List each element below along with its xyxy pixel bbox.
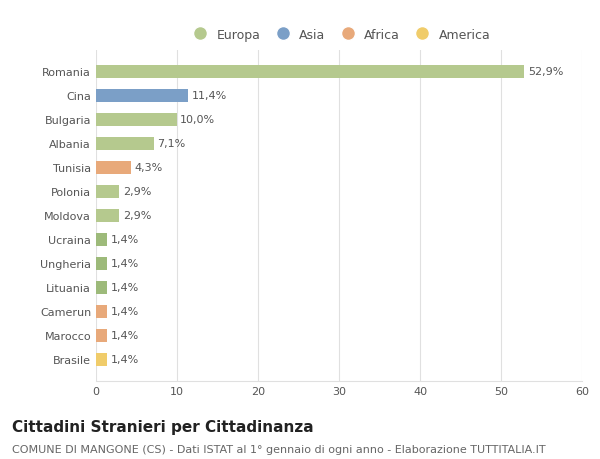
Bar bbox=[96, 305, 107, 318]
Text: 1,4%: 1,4% bbox=[110, 307, 139, 316]
Bar bbox=[96, 90, 188, 103]
Bar bbox=[96, 161, 131, 174]
Text: 10,0%: 10,0% bbox=[180, 115, 215, 125]
Bar bbox=[96, 209, 119, 222]
Bar bbox=[96, 281, 107, 294]
Text: 7,1%: 7,1% bbox=[157, 139, 185, 149]
Text: 1,4%: 1,4% bbox=[110, 258, 139, 269]
Bar bbox=[96, 185, 119, 198]
Text: 1,4%: 1,4% bbox=[110, 283, 139, 292]
Text: 4,3%: 4,3% bbox=[134, 163, 163, 173]
Bar bbox=[96, 233, 107, 246]
Legend: Europa, Asia, Africa, America: Europa, Asia, Africa, America bbox=[182, 24, 496, 47]
Text: 11,4%: 11,4% bbox=[191, 91, 227, 101]
Text: 1,4%: 1,4% bbox=[110, 330, 139, 341]
Bar bbox=[96, 66, 524, 78]
Text: 2,9%: 2,9% bbox=[123, 211, 151, 221]
Text: 2,9%: 2,9% bbox=[123, 187, 151, 197]
Bar bbox=[96, 353, 107, 366]
Bar bbox=[96, 113, 177, 127]
Text: Cittadini Stranieri per Cittadinanza: Cittadini Stranieri per Cittadinanza bbox=[12, 419, 314, 434]
Text: 1,4%: 1,4% bbox=[110, 354, 139, 364]
Text: COMUNE DI MANGONE (CS) - Dati ISTAT al 1° gennaio di ogni anno - Elaborazione TU: COMUNE DI MANGONE (CS) - Dati ISTAT al 1… bbox=[12, 444, 545, 454]
Text: 1,4%: 1,4% bbox=[110, 235, 139, 245]
Bar bbox=[96, 329, 107, 342]
Bar bbox=[96, 257, 107, 270]
Bar bbox=[96, 137, 154, 151]
Text: 52,9%: 52,9% bbox=[528, 67, 563, 77]
